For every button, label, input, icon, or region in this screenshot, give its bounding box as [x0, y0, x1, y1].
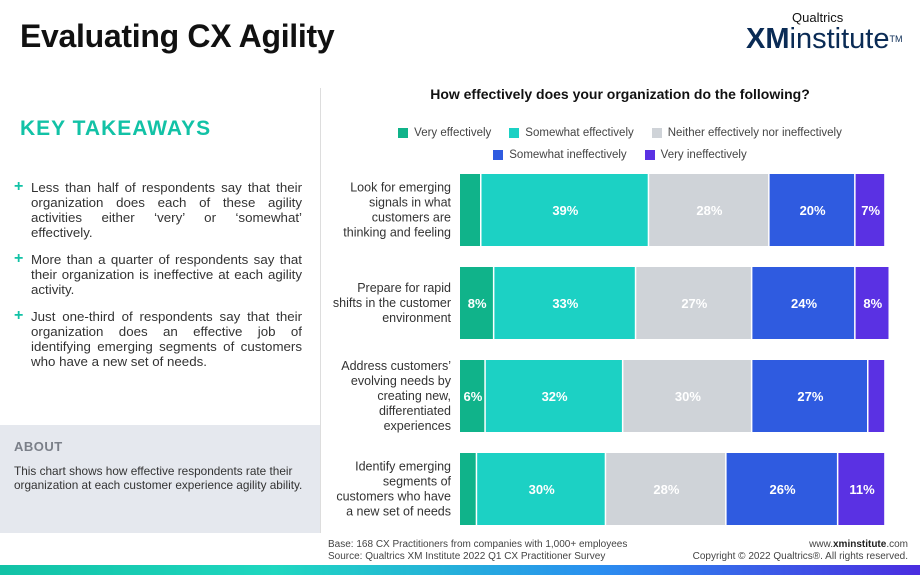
legend-label: Neither effectively nor ineffectively	[667, 127, 842, 139]
stacked-bar-chart: Look for emerging signals in what customer…	[333, 174, 889, 525]
data-label: 30%	[675, 389, 701, 404]
category-label: Prepare for rapid shifts in the customer e…	[333, 281, 452, 325]
logo-trademark: TM	[889, 34, 903, 44]
data-label: 27%	[797, 389, 823, 404]
legend-label: Very effectively	[414, 127, 492, 139]
chart-title: How effectively does your organization d…	[430, 86, 810, 102]
legend-item: Somewhat effectively	[509, 127, 634, 139]
bar-segment	[855, 174, 885, 246]
bar-segment	[460, 360, 485, 432]
legend-label: Somewhat effectively	[525, 127, 634, 139]
bar-segment	[606, 453, 726, 525]
bar-segment	[460, 453, 476, 525]
about-box: ABOUT This chart shows how effective res…	[0, 425, 320, 533]
logo-xm-text: XM	[746, 23, 790, 55]
qualtrics-xm-institute-logo: Qualtrics XMinstituteTM	[746, 10, 906, 55]
url-suffix: .com	[886, 539, 908, 550]
bar-segment	[855, 267, 889, 339]
bar-segment	[477, 453, 605, 525]
legend-item: Neither effectively nor ineffectively	[651, 127, 842, 139]
data-label: 7%	[861, 203, 880, 218]
data-label: 20%	[800, 203, 826, 218]
data-label: 6%	[464, 389, 483, 404]
logo-xm-institute: XMinstituteTM	[746, 23, 906, 55]
plus-icon: +	[14, 178, 24, 195]
bar-segment	[726, 453, 837, 525]
logo-qualtrics-text: Qualtrics	[792, 10, 844, 25]
data-label: 28%	[696, 203, 722, 218]
base-note: Base: 168 CX Practitioners from companie…	[328, 539, 628, 550]
about-title: ABOUT	[14, 439, 63, 454]
data-label: 33%	[552, 296, 578, 311]
data-label: 28%	[653, 482, 679, 497]
legend-item: Somewhat ineffectively	[493, 149, 627, 161]
legend-swatch	[509, 128, 520, 138]
left-panel: KEY TAKEAWAYS + Less than half of respon…	[0, 88, 320, 533]
legend-swatch	[644, 150, 655, 160]
bar-segment	[752, 267, 855, 339]
data-label: 24%	[791, 296, 817, 311]
key-takeaways-title: KEY TAKEAWAYS	[20, 117, 212, 140]
copyright-text: Copyright © 2022 Qualtrics®. All rights …	[692, 551, 908, 562]
plus-icon: +	[14, 307, 24, 324]
footer-copyright: www.xminstitute.com Copyright © 2022 Qua…	[693, 539, 908, 563]
category-label: Address customers’ evolving needs by creat…	[341, 359, 452, 433]
bar-segment	[838, 453, 885, 525]
data-label: 30%	[529, 482, 555, 497]
panel-divider	[320, 88, 321, 533]
takeaways-list: + Less than half of respondents say that…	[14, 178, 302, 381]
bar-segment	[481, 174, 648, 246]
takeaway-item: + Less than half of respondents say that…	[14, 178, 302, 241]
data-label: 8%	[863, 296, 882, 311]
bar-segment	[623, 360, 751, 432]
data-label: 32%	[542, 389, 568, 404]
data-label: 39%	[552, 203, 578, 218]
bar-segment	[752, 360, 867, 432]
website-link[interactable]: www.xminstitute.com	[693, 539, 908, 551]
bottom-gradient-stripe	[0, 565, 920, 575]
takeaway-item: + More than a quarter of respondents say…	[14, 250, 302, 298]
bar-segment	[494, 267, 635, 339]
legend-swatch	[493, 150, 504, 160]
bar-segment	[460, 174, 480, 246]
bar-segment	[868, 360, 885, 432]
takeaway-text: Just one-third of respondents say that t…	[31, 309, 302, 369]
category-label: Identify emerging segments of customers wh…	[336, 460, 451, 519]
chart-legend: Very effectively Somewhat effectively Neit…	[330, 122, 910, 166]
legend-row: Somewhat ineffectively Very ineffectively	[330, 144, 910, 166]
source-note: Source: Qualtrics XM Institute 2022 Q1 C…	[328, 551, 606, 562]
takeaway-text: Less than half of respondents say that t…	[31, 180, 302, 240]
footer-source: Base: 168 CX Practitioners from companie…	[328, 539, 627, 563]
legend-row: Very effectively Somewhat effectively Neit…	[330, 122, 910, 144]
plus-icon: +	[14, 250, 24, 267]
data-label: 8%	[468, 296, 487, 311]
legend-item: Very ineffectively	[644, 149, 747, 161]
bar-segment	[460, 267, 493, 339]
url-main: xminstitute	[832, 539, 887, 550]
category-label: Look for emerging signals in what customer…	[343, 181, 451, 240]
data-label: 27%	[681, 296, 707, 311]
logo-institute-text: institute	[789, 23, 890, 55]
data-label: 26%	[769, 482, 795, 497]
legend-item: Very effectively	[398, 127, 491, 139]
legend-label: Somewhat ineffectively	[509, 149, 627, 161]
takeaway-text: More than a quarter of respondents say t…	[31, 252, 302, 297]
bar-segment	[769, 174, 855, 246]
bar-segment	[636, 267, 751, 339]
url-prefix: www.	[809, 539, 833, 550]
data-label: 11%	[849, 482, 875, 497]
bar-segment	[649, 174, 769, 246]
page-title: Evaluating CX Agility	[20, 18, 335, 54]
legend-swatch	[651, 128, 662, 138]
legend-swatch	[398, 128, 409, 138]
legend-label: Very ineffectively	[660, 149, 747, 161]
takeaway-item: + Just one-third of respondents say that…	[14, 307, 302, 370]
bar-segment	[485, 360, 622, 432]
about-text: This chart shows how effective responden…	[14, 464, 303, 492]
